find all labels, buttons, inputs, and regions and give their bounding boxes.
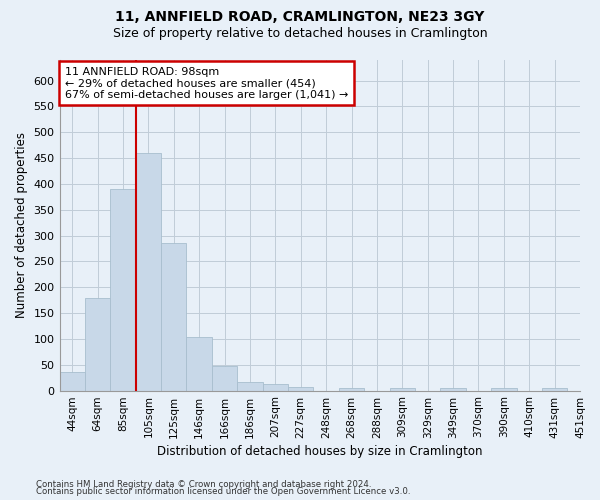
Text: Contains HM Land Registry data © Crown copyright and database right 2024.: Contains HM Land Registry data © Crown c… [36, 480, 371, 489]
X-axis label: Distribution of detached houses by size in Cramlington: Distribution of detached houses by size … [157, 444, 482, 458]
Bar [187, 338, 212, 390]
Bar [110, 189, 136, 390]
Bar [85, 298, 110, 390]
Bar [389, 388, 415, 390]
Text: Contains public sector information licensed under the Open Government Licence v3: Contains public sector information licen… [36, 488, 410, 496]
Text: 11, ANNFIELD ROAD, CRAMLINGTON, NE23 3GY: 11, ANNFIELD ROAD, CRAMLINGTON, NE23 3GY [115, 10, 485, 24]
Bar [212, 366, 237, 390]
Bar [339, 388, 364, 390]
Text: Size of property relative to detached houses in Cramlington: Size of property relative to detached ho… [113, 28, 487, 40]
Bar [542, 388, 568, 390]
Bar [161, 244, 187, 390]
Bar [136, 153, 161, 390]
Bar [440, 388, 466, 390]
Bar [263, 384, 288, 390]
Text: 11 ANNFIELD ROAD: 98sqm
← 29% of detached houses are smaller (454)
67% of semi-d: 11 ANNFIELD ROAD: 98sqm ← 29% of detache… [65, 66, 348, 100]
Y-axis label: Number of detached properties: Number of detached properties [15, 132, 28, 318]
Bar [59, 372, 85, 390]
Bar [491, 388, 517, 390]
Bar [288, 387, 313, 390]
Bar [237, 382, 263, 390]
